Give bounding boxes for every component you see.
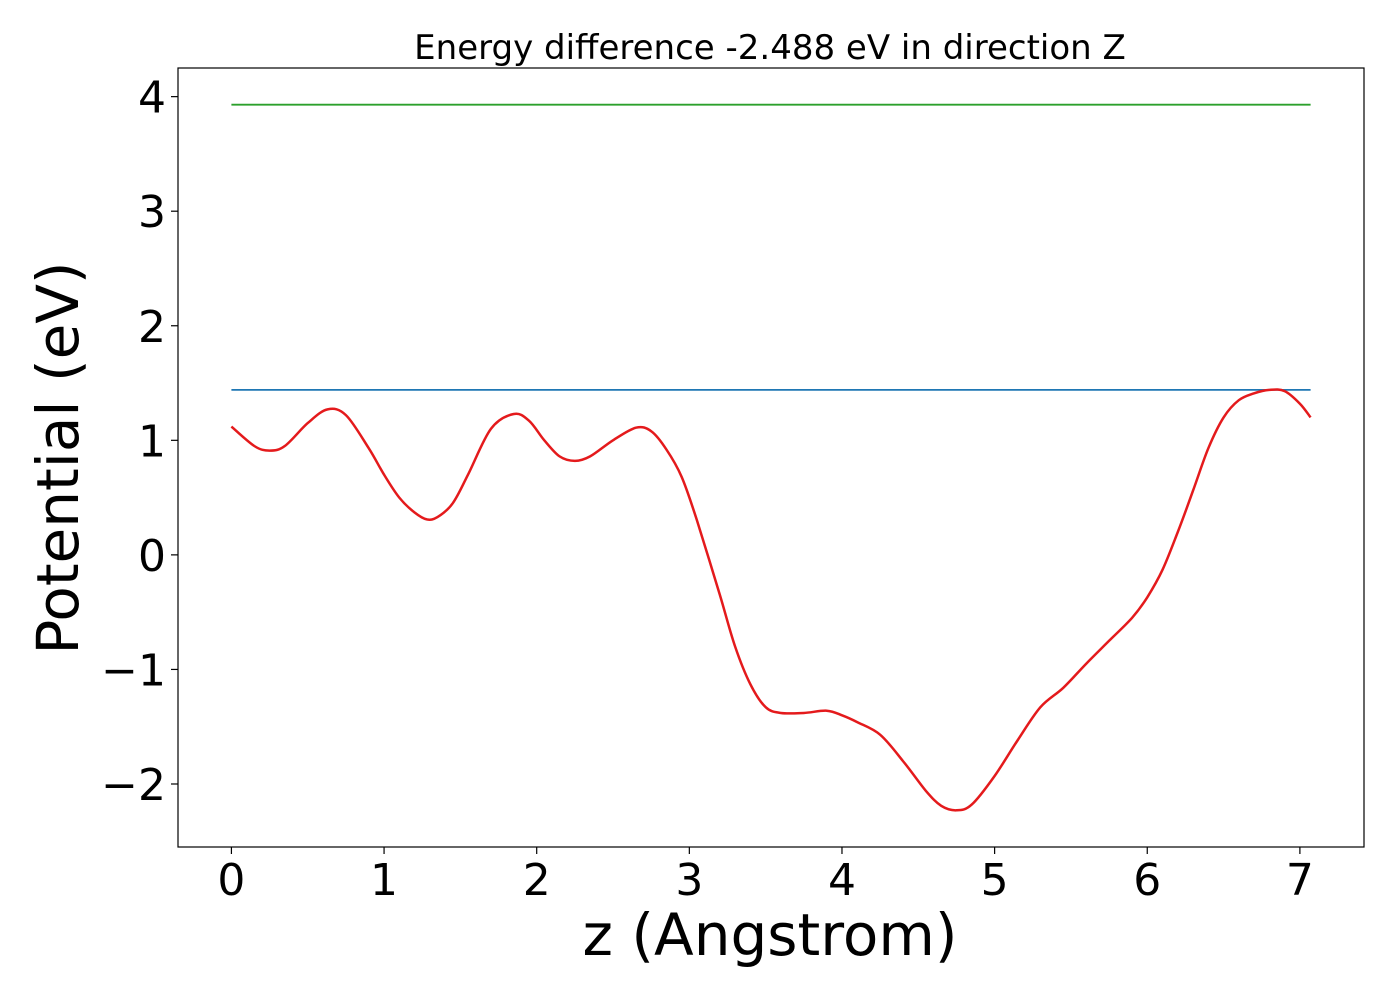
x-tick-label: 3	[675, 855, 703, 906]
chart-title: Energy difference -2.488 eV in direction…	[414, 28, 1126, 68]
y-tick-label: −1	[101, 645, 166, 696]
series-layer	[230, 103, 1312, 812]
plot-frame	[177, 67, 1365, 848]
x-tick-label: 4	[828, 855, 856, 906]
y-tick-label: 1	[138, 416, 166, 467]
tick-layer: 0 1 2 3 4 5 6 7 −2 −1 0 1 2 3 4	[101, 73, 1314, 906]
x-tick-label: 6	[1133, 855, 1161, 906]
x-tick-label: 5	[981, 855, 1009, 906]
y-tick-label: 2	[138, 302, 166, 353]
x-axis-label: z (Angstrom)	[583, 901, 958, 969]
series-line-red	[230, 388, 1312, 812]
y-tick-label: 4	[138, 73, 166, 124]
y-axis-label: Potential (eV)	[24, 261, 92, 654]
y-tick-label: 0	[138, 531, 166, 582]
x-tick-label: 1	[370, 855, 398, 906]
x-tick-label: 0	[217, 855, 245, 906]
y-tick-label: 3	[138, 187, 166, 238]
x-tick-label: 2	[523, 855, 551, 906]
x-tick-label: 7	[1286, 855, 1314, 906]
y-tick-label: −2	[101, 760, 166, 811]
